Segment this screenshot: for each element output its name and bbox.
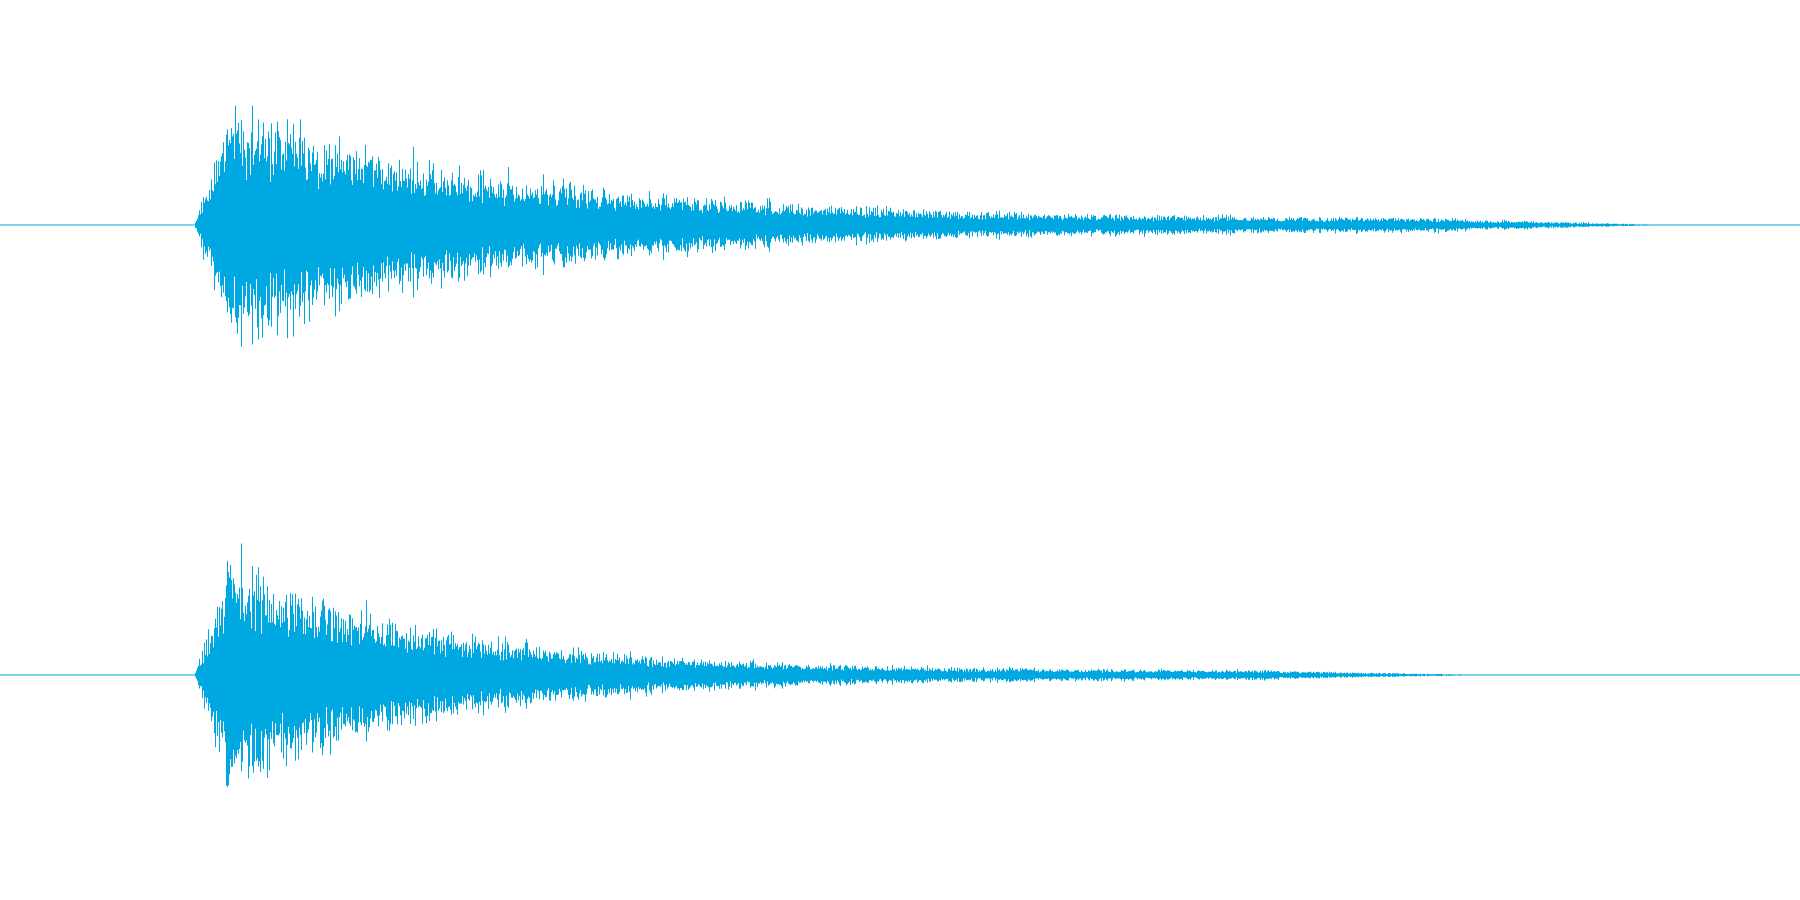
waveform-trace <box>195 105 1673 347</box>
waveform-trace <box>195 543 1490 787</box>
waveform-channel-2 <box>0 543 1800 787</box>
waveform-channel-1 <box>0 105 1800 347</box>
